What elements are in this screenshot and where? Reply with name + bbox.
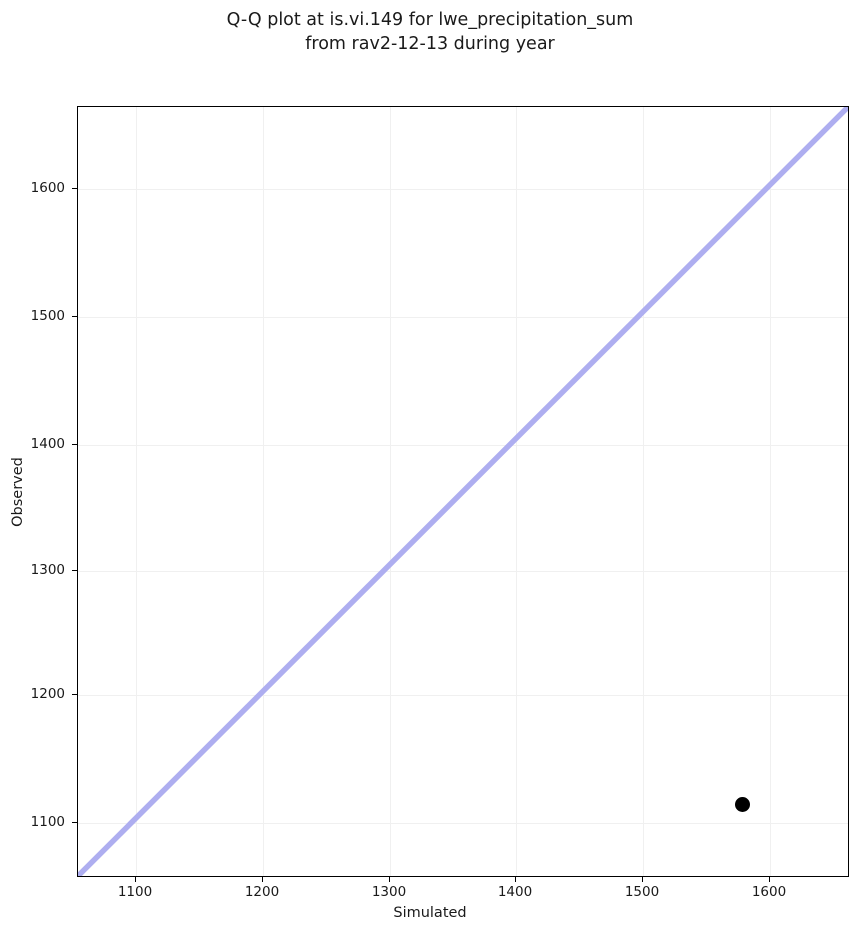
ticklabel-y-1600: 1600 [30, 180, 65, 196]
ticklabel-y-1400: 1400 [30, 436, 65, 452]
tick-y-1200 [72, 694, 77, 696]
gridline-x-1400 [516, 107, 518, 876]
tick-x-1600 [769, 877, 771, 882]
page-title: Q-Q plot at is.vi.149 for lwe_precipitat… [226, 10, 634, 54]
tick-y-1500 [72, 316, 77, 318]
ticklabel-x-1300: 1300 [371, 884, 407, 900]
gridline-x-1100 [136, 107, 138, 876]
ticklabel-x-1100: 1100 [117, 884, 153, 900]
gridline-x-1200 [263, 107, 265, 876]
plot-area [77, 106, 849, 877]
x-axis-label: Simulated [393, 905, 467, 921]
y-axis-label-wrap: Observed [8, 106, 28, 877]
identity-line [78, 107, 848, 876]
tick-x-1500 [642, 877, 644, 882]
tick-x-1400 [515, 877, 517, 882]
gridline-x-1600 [770, 107, 772, 876]
tick-y-1600 [72, 188, 77, 190]
ticklabel-y-1200: 1200 [30, 686, 65, 702]
ticklabel-x-1200: 1200 [244, 884, 280, 900]
gridline-y-1400 [78, 445, 848, 447]
ticklabel-y-1300: 1300 [30, 562, 65, 578]
gridline-y-1300 [78, 571, 848, 573]
y-axis-label: Observed [10, 456, 26, 527]
gridline-x-1300 [390, 107, 392, 876]
tick-x-1100 [135, 877, 137, 882]
gridline-x-1500 [643, 107, 645, 876]
tick-y-1100 [72, 822, 77, 824]
gridline-y-1100 [78, 823, 848, 825]
ticklabel-x-1400: 1400 [497, 884, 533, 900]
ticklabel-x-1500: 1500 [624, 884, 660, 900]
tick-x-1300 [389, 877, 391, 882]
ticklabel-y-1500: 1500 [30, 308, 65, 324]
ticklabel-y-1100: 1100 [30, 814, 65, 830]
data-point [734, 796, 750, 812]
gridline-y-1500 [78, 317, 848, 319]
gridline-y-1600 [78, 189, 848, 191]
ticklabel-x-1600: 1600 [751, 884, 787, 900]
tick-y-1300 [72, 570, 77, 572]
gridline-y-1200 [78, 695, 848, 697]
tick-y-1400 [72, 444, 77, 446]
tick-x-1200 [262, 877, 264, 882]
